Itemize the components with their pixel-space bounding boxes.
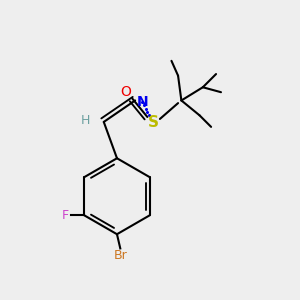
Text: H: H (81, 114, 90, 127)
Text: Br: Br (113, 249, 127, 262)
Text: S: S (148, 116, 159, 130)
Text: O: O (121, 85, 131, 99)
Text: N: N (136, 95, 148, 109)
Text: F: F (61, 209, 68, 222)
